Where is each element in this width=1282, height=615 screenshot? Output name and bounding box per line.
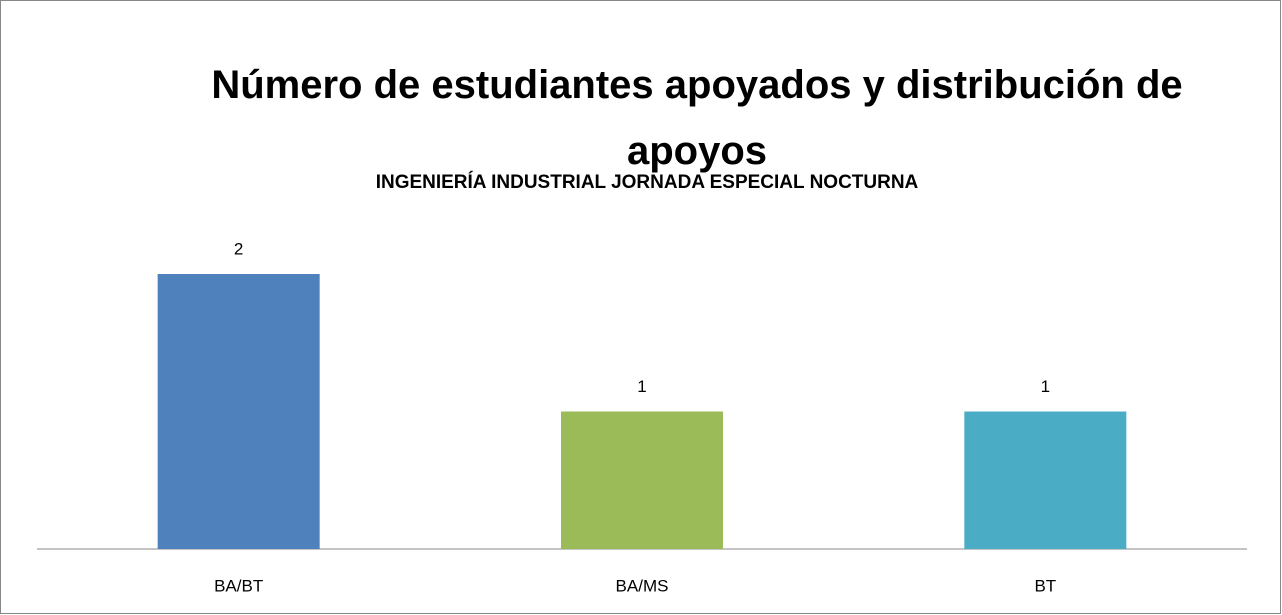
- chart-title: Número de estudiantes apoyados y distrib…: [211, 63, 1183, 173]
- bar: [561, 411, 723, 549]
- data-label: 1: [1041, 377, 1050, 396]
- x-tick-label: BT: [1034, 576, 1056, 595]
- x-tick-label: BA/MS: [616, 576, 669, 595]
- data-label: 2: [234, 239, 243, 258]
- data-label: 1: [637, 377, 646, 396]
- bar: [157, 274, 320, 549]
- x-tick-label: BA/BT: [214, 576, 263, 595]
- chart-subtitle: INGENIERÍA INDUSTRIAL JORNADA ESPECIAL N…: [375, 172, 919, 193]
- bar: [964, 411, 1127, 549]
